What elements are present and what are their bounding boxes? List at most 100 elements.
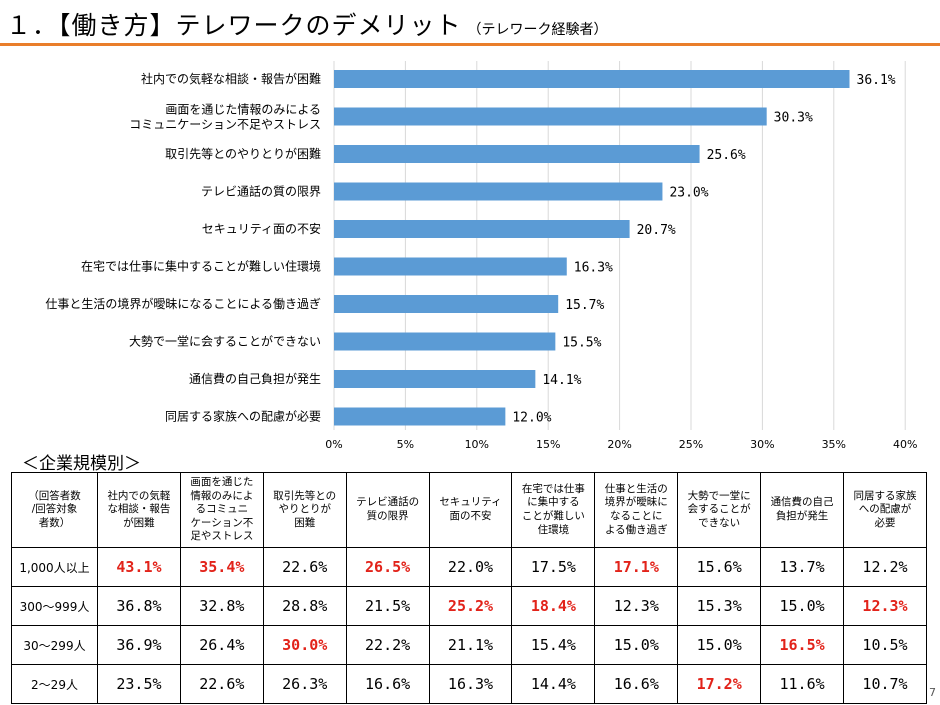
- category-label: 画面を通じた情報のみによるコミュニケーション不足やストレス: [129, 103, 321, 132]
- x-tick-label: 0%: [325, 438, 342, 450]
- table-cell: 16.6%: [594, 664, 679, 704]
- table-cell: 11.6%: [760, 664, 845, 704]
- page-title: １．【働き方】テレワークのデメリット （テレワーク経験者）: [6, 6, 608, 42]
- table-cell: 22.0%: [428, 547, 513, 587]
- table-cell: 16.5%: [760, 625, 845, 665]
- bar: [334, 332, 556, 351]
- column-header: 仕事と生活の 境界が曖昧に なることに よる働き過ぎ: [594, 472, 679, 548]
- table-cell: 22.6%: [262, 547, 347, 587]
- bar: [334, 107, 767, 126]
- table-cell: 15.3%: [677, 586, 762, 626]
- x-tick-label: 40%: [893, 438, 917, 450]
- table-cell: 15.4%: [511, 625, 596, 665]
- table-cell: 17.5%: [511, 547, 596, 587]
- data-label: 15.7%: [565, 298, 604, 313]
- table-cell: 21.1%: [428, 625, 513, 665]
- data-label: 25.6%: [707, 148, 746, 163]
- category-label: 社内での気軽な相談・報告が困難: [141, 71, 321, 86]
- data-label: 20.7%: [637, 223, 676, 238]
- table-cell: 43.1%: [97, 547, 181, 587]
- table-row: 300～999人 36.8% 32.8% 28.8% 21.5% 25.2% 18.4% 12…: [11, 586, 927, 626]
- column-header: 通信費の自己 負担が発生: [760, 472, 845, 548]
- page-number: 7: [929, 686, 936, 699]
- table-cell: 32.8%: [179, 586, 264, 626]
- bar-chart: 0% 5% 10% 15% 20% 25% 30% 35% 40% 社内での気軽な相談・報告が困難…: [45, 61, 917, 450]
- table-cell: 17.1%: [594, 547, 679, 587]
- row-header: 1,000人以上: [11, 547, 98, 587]
- category-label: 通信費の自己負担が発生: [189, 371, 321, 386]
- data-label: 36.1%: [857, 73, 896, 88]
- bar: [334, 295, 559, 313]
- table-cell: 16.6%: [345, 664, 430, 704]
- row-header: 30～299人: [11, 625, 98, 665]
- column-header: 同居する家族 への配慮が 必要: [843, 472, 927, 548]
- table-cell: 17.2%: [677, 664, 762, 704]
- column-header: 画面を通じた 情報のみによ るコミュニ ケーション不 足やストレス: [179, 472, 264, 548]
- data-label: 12.0%: [512, 411, 551, 426]
- table-cell: 12.2%: [843, 547, 927, 587]
- table-cell: 25.2%: [428, 586, 513, 626]
- table-header-row: （回答者数/回答対象 者数） 社内での気軽 な相談・報告 が困難 画面を通じた 情報のみによ…: [11, 472, 927, 548]
- bar: [334, 70, 850, 88]
- company-size-table: （回答者数/回答対象 者数） 社内での気軽 な相談・報告 が困難 画面を通じた 情報のみによ…: [11, 472, 927, 704]
- table-heading: ＜企業規模別＞: [22, 454, 141, 474]
- table-cell: 28.8%: [262, 586, 347, 626]
- bar: [334, 145, 700, 163]
- page-subtitle: （テレワーク経験者）: [467, 22, 608, 38]
- table-cell: 22.2%: [345, 625, 430, 665]
- table-cell: 21.5%: [345, 586, 430, 626]
- data-label: 23.0%: [669, 186, 708, 201]
- column-header: 大勢で一堂に 会することが できない: [677, 472, 762, 548]
- bar: [334, 370, 536, 388]
- table-cell: 36.9%: [97, 625, 181, 665]
- table-cell: 13.7%: [760, 547, 845, 587]
- table-cell: 26.5%: [345, 547, 430, 587]
- x-tick-label: 5%: [397, 438, 414, 450]
- table-cell: 15.0%: [760, 586, 845, 626]
- table-corner-cell: （回答者数/回答対象 者数）: [11, 472, 98, 548]
- bar: [334, 220, 630, 238]
- x-tick-label: 10%: [465, 438, 489, 450]
- category-label: 取引先等とのやりとりが困難: [165, 146, 321, 161]
- table-cell: 16.3%: [428, 664, 513, 704]
- company-size-table-body: （回答者数/回答対象 者数） 社内での気軽 な相談・報告 が困難 画面を通じた 情報のみによ…: [11, 472, 927, 704]
- row-header: 2～29人: [11, 664, 98, 704]
- table-cell: 15.6%: [677, 547, 762, 587]
- category-label: セキュリティ面の不安: [202, 221, 321, 236]
- table-cell: 35.4%: [179, 547, 264, 587]
- table-cell: 10.7%: [843, 664, 927, 704]
- bar: [334, 407, 506, 426]
- table-cell: 10.5%: [843, 625, 927, 665]
- category-label: テレビ通話の質の限界: [201, 184, 321, 199]
- bar: [334, 257, 567, 276]
- table-cell: 15.0%: [677, 625, 762, 665]
- table-row: 2～29人 23.5% 22.6% 26.3% 16.6% 16.3% 14.4% 16.6%…: [11, 664, 927, 704]
- data-label: 14.1%: [542, 373, 581, 388]
- table-cell: 12.3%: [594, 586, 679, 626]
- title-rule: [0, 43, 940, 46]
- table-cell: 12.3%: [843, 586, 927, 626]
- data-label: 30.3%: [774, 111, 813, 126]
- x-tick-label: 25%: [679, 438, 703, 450]
- table-row: 30～299人 36.9% 26.4% 30.0% 22.2% 21.1% 15.4% 15.…: [11, 625, 927, 665]
- category-label: 同居する家族への配慮が必要: [165, 409, 321, 424]
- page-title-text: １．【働き方】テレワークのデメリット: [6, 11, 462, 40]
- x-tick-label: 35%: [822, 438, 846, 450]
- column-header: 取引先等との やりとりが 困難: [262, 472, 347, 548]
- data-label: 15.5%: [562, 336, 601, 351]
- column-header: テレビ通話の 質の限界: [345, 472, 430, 548]
- x-tick-label: 20%: [607, 438, 631, 450]
- x-tick-label: 30%: [750, 438, 774, 450]
- bar: [334, 182, 663, 201]
- x-tick-label: 15%: [536, 438, 560, 450]
- table-cell: 30.0%: [262, 625, 347, 665]
- column-header: セキュリティ 面の不安: [428, 472, 513, 548]
- table-row: 1,000人以上 43.1% 35.4% 22.6% 26.5% 22.0% 17.5% 17…: [11, 547, 927, 587]
- table-cell: 26.3%: [262, 664, 347, 704]
- data-label: 16.3%: [574, 261, 613, 276]
- row-header: 300～999人: [11, 586, 98, 626]
- table-cell: 14.4%: [511, 664, 596, 704]
- table-cell: 22.6%: [179, 664, 264, 704]
- table-cell: 26.4%: [179, 625, 264, 665]
- table-cell: 18.4%: [511, 586, 596, 626]
